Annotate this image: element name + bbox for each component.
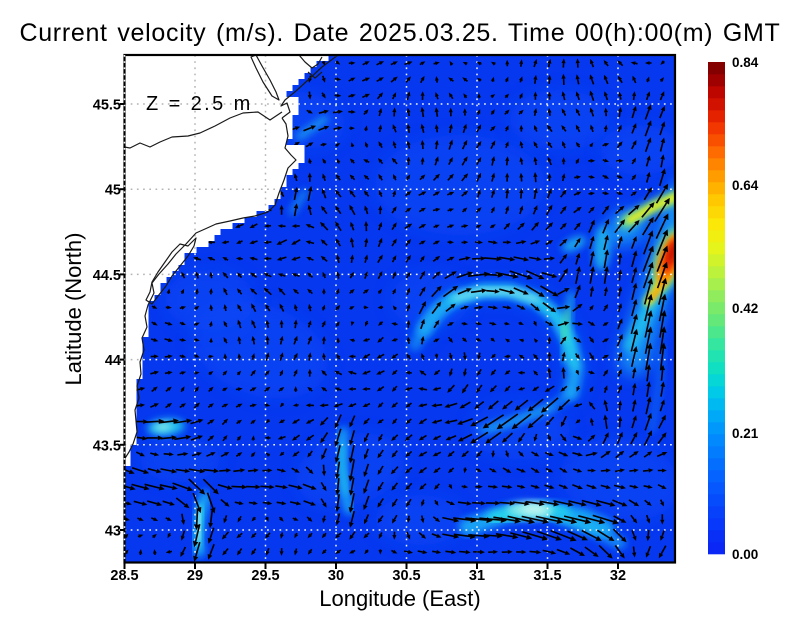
svg-text:44: 44 <box>105 353 121 369</box>
svg-text:28.5: 28.5 <box>110 568 138 584</box>
svg-text:32: 32 <box>610 568 626 584</box>
svg-text:31.5: 31.5 <box>533 568 561 584</box>
svg-text:45.5: 45.5 <box>93 98 121 114</box>
svg-text:44.5: 44.5 <box>93 268 121 284</box>
svg-text:31: 31 <box>469 568 485 584</box>
svg-text:43.5: 43.5 <box>93 438 121 454</box>
svg-text:0.84: 0.84 <box>732 55 759 70</box>
svg-text:0.64: 0.64 <box>732 178 759 193</box>
svg-text:0.42: 0.42 <box>732 301 758 316</box>
svg-text:0.21: 0.21 <box>732 426 759 441</box>
svg-text:0.00: 0.00 <box>732 547 758 562</box>
svg-text:30: 30 <box>328 568 344 584</box>
svg-text:Z = 2.5 m: Z = 2.5 m <box>146 93 253 115</box>
svg-text:43: 43 <box>105 524 121 540</box>
svg-text:Longitude (East): Longitude (East) <box>319 586 480 611</box>
svg-text:Current velocity (m/s). Date 2: Current velocity (m/s). Date 2025.03.25.… <box>19 19 780 47</box>
svg-text:45: 45 <box>105 183 121 199</box>
svg-text:30.5: 30.5 <box>392 568 420 584</box>
svg-text:29: 29 <box>187 568 203 584</box>
svg-text:29.5: 29.5 <box>251 568 279 584</box>
svg-text:Latitude (North): Latitude (North) <box>61 233 86 386</box>
